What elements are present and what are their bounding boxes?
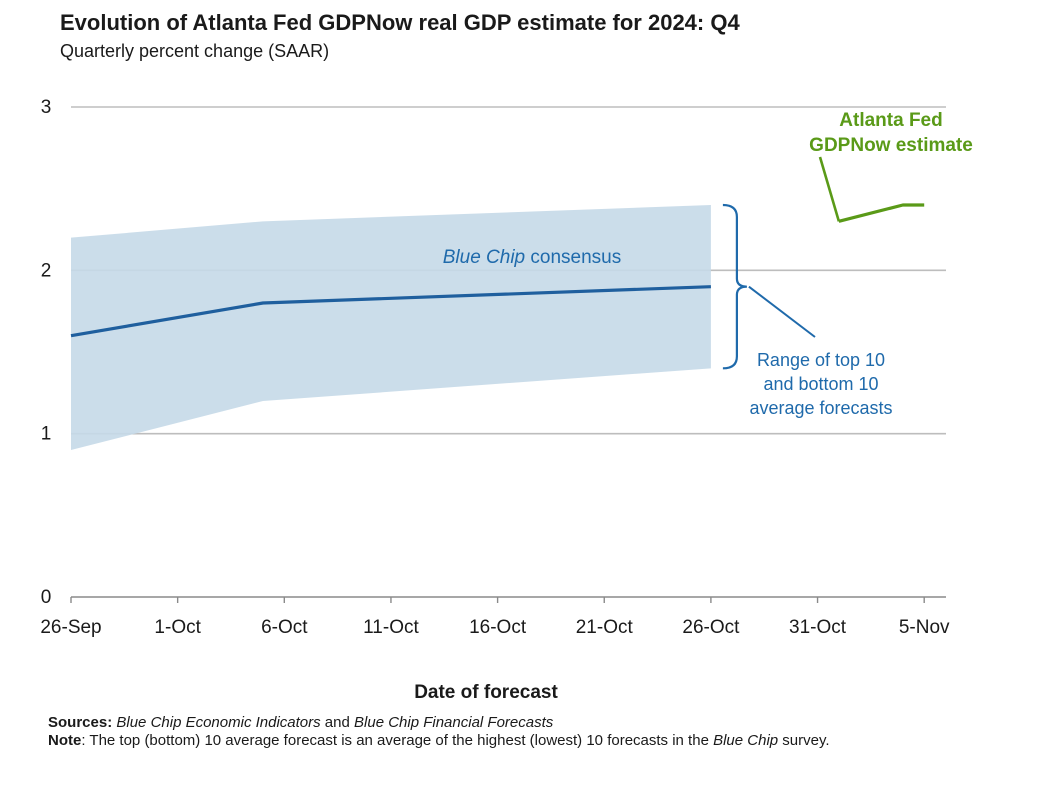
series-layer [70, 203, 925, 338]
note-label: Note [48, 732, 82, 749]
note-line: Note: The top (bottom) 10 average foreca… [48, 732, 948, 750]
range-label-line-2: and bottom 10 [763, 374, 878, 394]
axes: 0 1 2 3 26-Sep 1-Oct 6-Oct 11-Oct 16-Oct 21-Oct 26… [40, 97, 950, 703]
note-end: survey. [778, 732, 830, 749]
range-band [71, 205, 711, 450]
x-axis-label: Date of forecast [414, 682, 558, 703]
sources-line: Sources: Blue Chip Economic Indicators a… [48, 714, 948, 732]
x-tick-label-31-Oct: 31-Oct [789, 617, 847, 638]
x-tick-label-5-Nov: 5-Nov [899, 617, 950, 638]
sources-label: Sources: [48, 714, 113, 731]
range-label-line-1: Range of top 10 [757, 350, 885, 370]
sources-title-2: Blue Chip Financial Forecasts [354, 714, 554, 731]
gdp-chart: 0 1 2 3 26-Sep 1-Oct 6-Oct 11-Oct 16-Oct 21-Oct 26… [40, 97, 973, 703]
sources-connector: and [320, 714, 355, 731]
consensus-label-rest: consensus [525, 247, 621, 268]
chart-title: Evolution of Atlanta Fed GDPNow real GDP… [60, 10, 740, 35]
range-bracket [722, 203, 747, 370]
consensus-label: Blue Chip consensus [443, 247, 622, 268]
y-tick-label-2: 2 [41, 260, 52, 281]
gdpnow-line [838, 203, 925, 223]
x-tick-label-26-Sep: 26-Sep [40, 617, 101, 638]
note-text: : The top (bottom) 10 average forecast i… [81, 732, 714, 749]
x-tick-label-11-Oct: 11-Oct [363, 617, 419, 638]
x-tick-label-6-Oct: 6-Oct [261, 617, 308, 638]
gdpnow-leader-line [818, 156, 841, 222]
note-italic: Blue Chip [713, 732, 779, 749]
chart-subtitle: Quarterly percent change (SAAR) [60, 41, 330, 61]
consensus-line [70, 285, 711, 338]
range-leader-line [748, 285, 816, 338]
sources-title-1: Blue Chip Economic Indicators [116, 714, 321, 731]
x-tick-label-21-Oct: 21-Oct [576, 617, 634, 638]
y-tick-label-1: 1 [41, 424, 52, 445]
annotations: Blue Chip consensus Range of top 10 and bo… [443, 110, 973, 418]
y-tick-label-0: 0 [41, 587, 52, 608]
range-band-layer [71, 205, 711, 450]
range-label-line-3: average forecasts [749, 398, 892, 418]
y-tick-label-3: 3 [41, 97, 52, 118]
x-tick-label-26-Oct: 26-Oct [682, 617, 740, 638]
x-tick-label-16-Oct: 16-Oct [469, 617, 527, 638]
consensus-label-italic: Blue Chip [443, 247, 525, 268]
gdpnow-label-line-2: GDPNow estimate [809, 135, 973, 156]
chart-footer: Sources: Blue Chip Economic Indicators a… [48, 714, 948, 750]
gdpnow-label-line-1: Atlanta Fed [839, 110, 942, 131]
x-tick-label-1-Oct: 1-Oct [154, 617, 201, 638]
